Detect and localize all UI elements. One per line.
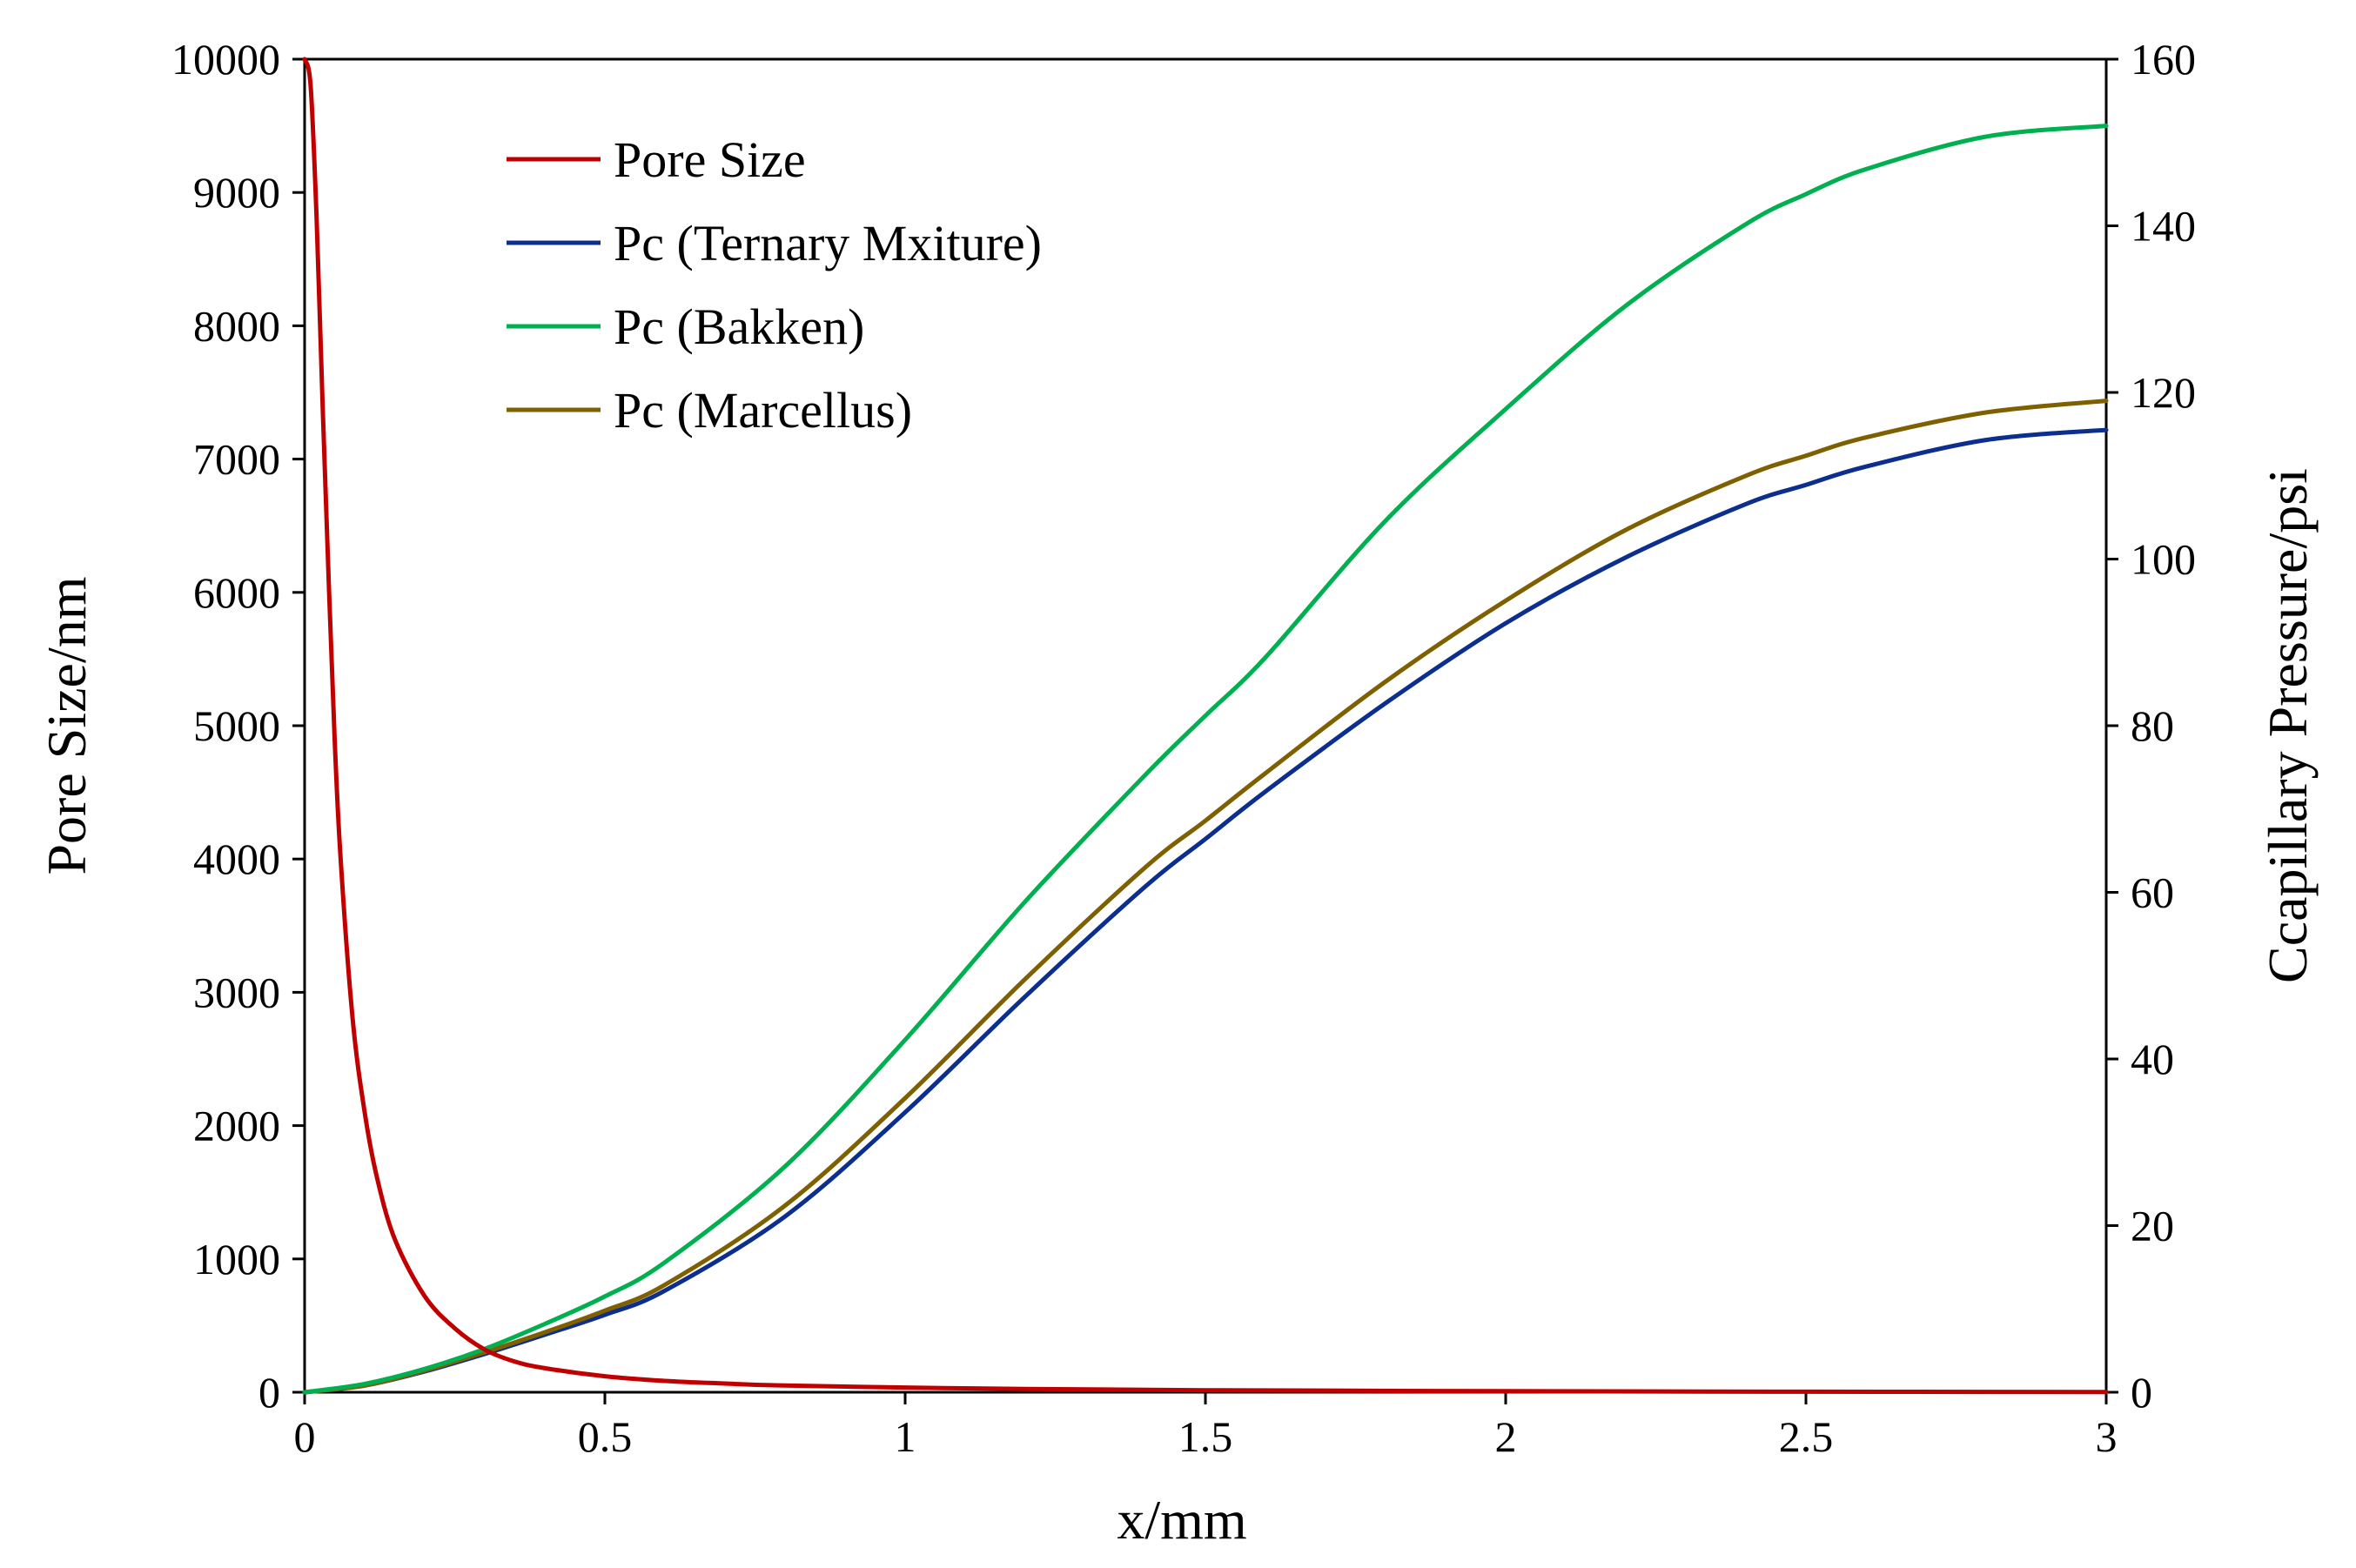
series-line-pc-marcellus [302, 399, 2109, 1395]
legend: Pore Size Pc (Ternary Mxiture) Pc (Bakken)… [507, 131, 1042, 439]
y2-tick-label: 40 [2131, 1035, 2174, 1083]
series-line-pc-ternary-mxiture [302, 427, 2109, 1395]
y-tick-label: 1000 [193, 1235, 280, 1283]
legend-label-pore-size: Pore Size [614, 131, 806, 188]
x-tick-label: 2.5 [1779, 1412, 1834, 1461]
y-tick-label: 9000 [193, 168, 280, 217]
y2-tick-label: 0 [2131, 1368, 2152, 1417]
x-tick-label: 1 [895, 1412, 916, 1461]
x-tick-label: 0 [294, 1412, 316, 1461]
y-tick-label: 5000 [193, 701, 280, 750]
series-line-pore-size [302, 57, 2109, 1395]
y-tick-label: 4000 [193, 834, 280, 883]
legend-label-pc-ternary-mxiture: Pc (Ternary Mxiture) [614, 215, 1042, 271]
y-tick-label: 6000 [193, 568, 280, 617]
y2-axis-title: Ccapillary Pressure/psi [2257, 468, 2319, 983]
y2-tick-label: 120 [2131, 368, 2196, 417]
x-tick-label: 2 [1495, 1412, 1517, 1461]
legend-label-pc-marcellus: Pc (Marcellus) [614, 382, 912, 439]
y2-tick-label: 80 [2131, 701, 2174, 750]
y-tick-label: 10000 [171, 35, 280, 84]
y2-tick-label: 100 [2131, 535, 2196, 584]
y-tick-label: 8000 [193, 301, 280, 350]
axes: 0 0.5 1 1.5 2 2.5 3010002000300040005000600070… [171, 35, 2196, 1461]
axis-titles: x/mm Pore Size/nm Ccapillary Pressure/ps… [36, 468, 2319, 1551]
y-axis-title: Pore Size/nm [36, 576, 97, 874]
y-tick-label: 7000 [193, 435, 280, 484]
y2-tick-label: 20 [2131, 1202, 2174, 1250]
y-tick-label: 3000 [193, 968, 280, 1016]
x-axis-title: x/mm [1117, 1489, 1246, 1551]
x-tick-label: 0.5 [578, 1412, 633, 1461]
series-line-pc-bakken [302, 124, 2109, 1395]
y-tick-label: 2000 [193, 1102, 280, 1150]
plot-area [302, 57, 2109, 1395]
y-tick-label: 0 [258, 1368, 280, 1417]
y2-tick-label: 160 [2131, 35, 2196, 84]
y2-tick-label: 60 [2131, 868, 2174, 917]
y2-tick-label: 140 [2131, 202, 2196, 251]
legend-label-pc-bakken: Pc (Bakken) [614, 298, 864, 355]
x-tick-label: 3 [2096, 1412, 2118, 1461]
x-tick-label: 1.5 [1178, 1412, 1233, 1461]
